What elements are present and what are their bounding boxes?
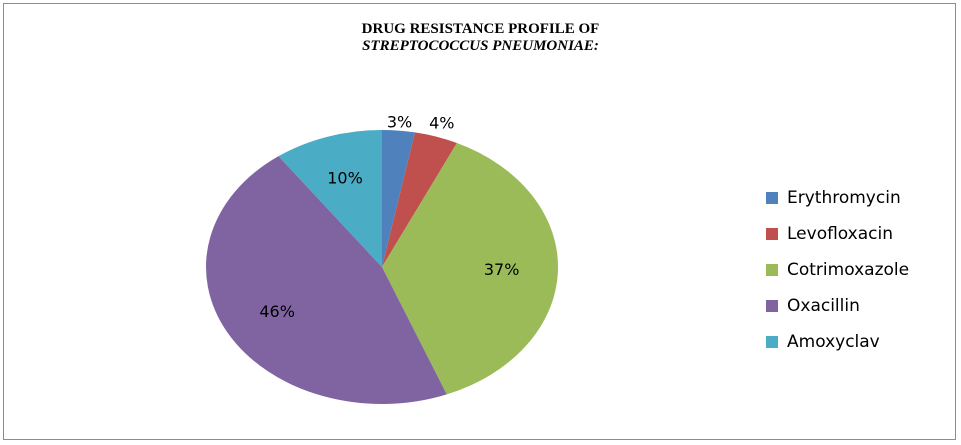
legend-label-cotrimoxazole: Cotrimoxazole — [787, 260, 910, 280]
chart-title-line1: DRUG RESISTANCE PROFILE OF — [361, 21, 600, 37]
legend-label-amoxyclav: Amoxyclav — [787, 332, 880, 352]
chart-title-line2: STREPTOCOCCUS PNEUMONIAE: — [362, 38, 599, 54]
legend-item-erythromycin: Erythromycin — [766, 180, 909, 216]
legend-swatch-levofloxacin — [766, 228, 778, 240]
legend-item-levofloxacin: Levofloxacin — [766, 216, 909, 252]
legend-label-oxacillin: Oxacillin — [787, 296, 860, 316]
data-label-erythromycin: 3% — [387, 112, 412, 131]
data-label-amoxyclav: 10% — [327, 168, 363, 187]
legend-item-cotrimoxazole: Cotrimoxazole — [766, 252, 909, 288]
legend-item-amoxyclav: Amoxyclav — [766, 324, 909, 360]
legend-swatch-oxacillin — [766, 300, 778, 312]
chart-legend: Erythromycin Levofloxacin Cotrimoxazole … — [766, 180, 909, 360]
legend-label-erythromycin: Erythromycin — [787, 188, 901, 208]
legend-label-levofloxacin: Levofloxacin — [787, 224, 894, 244]
legend-swatch-cotrimoxazole — [766, 264, 778, 276]
legend-swatch-amoxyclav — [766, 336, 778, 348]
pie-slice-cotrimoxazole — [382, 143, 558, 395]
pie-slice-amoxyclav — [278, 130, 382, 267]
data-label-oxacillin: 46% — [259, 302, 295, 321]
pie-slice-oxacillin — [206, 156, 447, 404]
legend-item-oxacillin: Oxacillin — [766, 288, 909, 324]
legend-swatch-erythromycin — [766, 192, 778, 204]
pie-slice-erythromycin — [382, 130, 415, 267]
pie-slice-levofloxacin — [382, 132, 457, 267]
data-label-levofloxacin: 4% — [429, 114, 454, 133]
data-label-cotrimoxazole: 37% — [484, 260, 520, 279]
